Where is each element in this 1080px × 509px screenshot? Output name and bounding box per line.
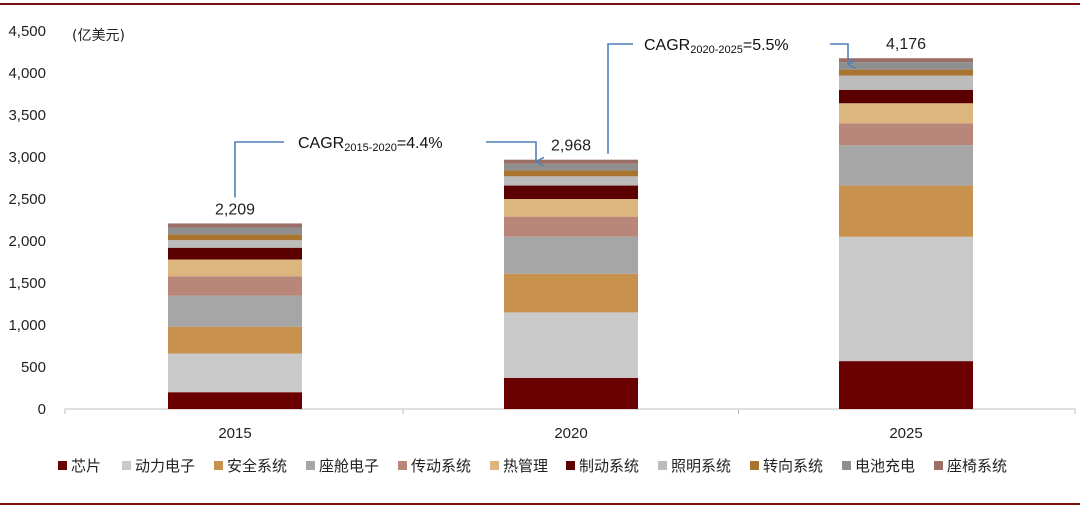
y-tick-label: 2,500 bbox=[8, 191, 46, 208]
bar-segment bbox=[504, 170, 638, 177]
total-label: 2,968 bbox=[551, 138, 591, 155]
legend-swatch bbox=[750, 461, 759, 470]
legend-label: 照明系统 bbox=[671, 457, 731, 475]
bar-segment bbox=[839, 62, 973, 70]
legend-label: 电池充电 bbox=[855, 457, 915, 475]
legend-swatch bbox=[214, 461, 223, 470]
bar-segment bbox=[504, 216, 638, 237]
bar-segment bbox=[839, 145, 973, 186]
bar-segment bbox=[168, 240, 302, 248]
bar-segment bbox=[168, 234, 302, 241]
legend-label: 座椅系统 bbox=[947, 457, 1007, 475]
bar-segment bbox=[839, 103, 973, 124]
legend-swatch bbox=[658, 461, 667, 470]
bar-segment bbox=[839, 123, 973, 146]
cagr-connectors: CAGR2015-2020=4.4% CAGR2020-2025=5.5% bbox=[234, 37, 848, 198]
y-axis: 0 500 1,000 1,500 2,000 2,500 3,000 3,500 4,000 4… bbox=[8, 23, 46, 418]
bar-segment bbox=[168, 247, 302, 260]
top-frame-line bbox=[0, 3, 1080, 5]
legend-swatch bbox=[58, 461, 67, 470]
bar-segment bbox=[168, 326, 302, 354]
unit-label: (亿美元) bbox=[72, 28, 125, 44]
legend-swatch bbox=[934, 461, 943, 470]
cagr-connector-line bbox=[234, 141, 284, 198]
y-tick-label: 1,500 bbox=[8, 275, 46, 292]
bar-segment bbox=[504, 163, 638, 171]
bar-segment bbox=[839, 236, 973, 362]
bar-segment bbox=[168, 295, 302, 327]
bar-segment bbox=[168, 223, 302, 228]
legend-label: 安全系统 bbox=[227, 457, 287, 475]
bar-segment bbox=[839, 89, 973, 104]
y-tick-label: 4,500 bbox=[8, 23, 46, 40]
bar-segment bbox=[168, 353, 302, 393]
bar-segment bbox=[504, 185, 638, 199]
legend-swatch bbox=[566, 461, 575, 470]
legend-swatch bbox=[306, 461, 315, 470]
bars-group bbox=[168, 58, 973, 409]
legend-label: 转向系统 bbox=[763, 457, 823, 475]
cagr-connector-arrow bbox=[486, 141, 536, 162]
cagr-annotation: CAGR2020-2025=5.5% bbox=[644, 37, 789, 56]
legend-swatch bbox=[122, 461, 131, 470]
y-tick-label: 500 bbox=[21, 359, 46, 376]
bar-segment bbox=[504, 199, 638, 217]
y-tick-label: 0 bbox=[38, 401, 46, 418]
y-tick-label: 2,000 bbox=[8, 233, 46, 250]
bar-segment bbox=[168, 276, 302, 296]
x-tick-label: 2015 bbox=[218, 425, 251, 442]
cagr-annotation: CAGR2015-2020=4.4% bbox=[298, 135, 443, 154]
bar-segment bbox=[504, 236, 638, 274]
bar-segment bbox=[168, 392, 302, 409]
bar-segment bbox=[839, 75, 973, 90]
cagr-connector-arrow bbox=[830, 43, 848, 64]
legend-label: 热管理 bbox=[503, 457, 548, 475]
y-tick-label: 4,000 bbox=[8, 65, 46, 82]
legend-label: 座舱电子 bbox=[319, 457, 379, 475]
x-axis: 2015 2020 2025 bbox=[64, 408, 1076, 442]
totals-group: 2,209 2,968 4,176 bbox=[215, 36, 926, 218]
bar-segment bbox=[504, 176, 638, 186]
total-label: 2,209 bbox=[215, 201, 255, 218]
bar-segment bbox=[504, 273, 638, 313]
bar-segment bbox=[168, 227, 302, 235]
bar-segment bbox=[839, 69, 973, 76]
legend-swatch bbox=[490, 461, 499, 470]
legend-label: 芯片 bbox=[71, 457, 101, 475]
legend-label: 制动系统 bbox=[579, 457, 639, 475]
y-tick-label: 3,500 bbox=[8, 107, 46, 124]
bar-segment bbox=[168, 259, 302, 277]
bar-segment bbox=[839, 185, 973, 237]
legend-label: 动力电子 bbox=[135, 457, 195, 475]
bottom-frame-line bbox=[0, 503, 1080, 505]
bar-segment bbox=[839, 58, 973, 63]
bar-segment bbox=[504, 159, 638, 164]
legend-swatch bbox=[842, 461, 851, 470]
x-tick-label: 2020 bbox=[554, 425, 587, 442]
legend-swatch bbox=[398, 461, 407, 470]
bar-segment bbox=[504, 377, 638, 409]
legend-label: 传动系统 bbox=[411, 457, 471, 475]
y-tick-label: 3,000 bbox=[8, 149, 46, 166]
bar-segment bbox=[839, 361, 973, 409]
y-tick-label: 1,000 bbox=[8, 317, 46, 334]
cagr-connector-line bbox=[607, 43, 633, 154]
total-label: 4,176 bbox=[886, 36, 926, 53]
bar-segment bbox=[504, 312, 638, 378]
x-tick-label: 2025 bbox=[889, 425, 922, 442]
legend: 芯片 动力电子 安全系统 座舱电子 传动系统 热管理 制动系统 照明系统 转向系统 电池充电 座椅系… bbox=[58, 457, 1007, 475]
